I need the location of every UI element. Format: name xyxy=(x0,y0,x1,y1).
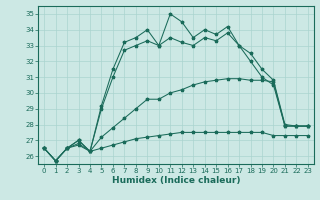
X-axis label: Humidex (Indice chaleur): Humidex (Indice chaleur) xyxy=(112,176,240,185)
